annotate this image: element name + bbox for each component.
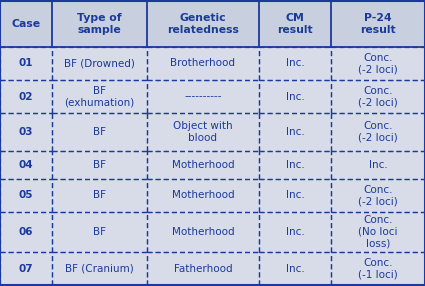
Text: Inc.: Inc. [286,92,304,102]
Bar [259,212,331,252]
Text: CM
result: CM result [277,13,313,35]
Bar [259,80,331,113]
Text: Conc.
(-2 loci): Conc. (-2 loci) [358,121,398,143]
Text: BF
(exhumation): BF (exhumation) [64,86,135,107]
Text: BF: BF [93,190,106,200]
Bar [331,1,425,47]
Bar [0,179,52,212]
Bar [52,1,147,47]
Text: Conc.
(-2 loci): Conc. (-2 loci) [358,185,398,206]
Text: BF (Cranium): BF (Cranium) [65,263,134,273]
Bar [331,80,425,113]
Text: BF: BF [93,227,106,237]
Text: Genetic
relatedness: Genetic relatedness [167,13,239,35]
Text: Fatherhood: Fatherhood [174,263,232,273]
Text: P-24
result: P-24 result [360,13,396,35]
Bar [259,151,331,179]
Bar [331,47,425,80]
Text: 06: 06 [19,227,33,237]
Text: Motherhood: Motherhood [172,160,234,170]
Bar [52,212,147,252]
Text: 01: 01 [19,59,33,69]
Bar [0,252,52,285]
Text: ----------: ---------- [184,92,222,102]
Bar [147,80,259,113]
Bar [147,47,259,80]
Text: 02: 02 [19,92,33,102]
Text: BF (Drowned): BF (Drowned) [64,59,135,69]
Text: Inc.: Inc. [286,227,304,237]
Text: Inc.: Inc. [368,160,387,170]
Bar [147,1,259,47]
Bar [147,113,259,151]
Bar [259,47,331,80]
Bar [259,113,331,151]
Bar [52,80,147,113]
Bar [259,252,331,285]
Text: Conc.
(-1 loci): Conc. (-1 loci) [358,258,398,279]
Bar [52,47,147,80]
Bar [0,113,52,151]
Text: Motherhood: Motherhood [172,227,234,237]
Bar [331,212,425,252]
Bar [331,151,425,179]
Bar [259,179,331,212]
Bar [52,151,147,179]
Text: Brotherhood: Brotherhood [170,59,235,69]
Text: Motherhood: Motherhood [172,190,234,200]
Bar [52,179,147,212]
Bar [0,212,52,252]
Bar [0,151,52,179]
Text: 05: 05 [19,190,33,200]
Text: Conc.
(-2 loci): Conc. (-2 loci) [358,86,398,107]
Bar [259,1,331,47]
Bar [52,113,147,151]
Text: Inc.: Inc. [286,160,304,170]
Text: 04: 04 [19,160,33,170]
Bar [0,80,52,113]
Bar [331,179,425,212]
Text: 07: 07 [19,263,33,273]
Text: Inc.: Inc. [286,59,304,69]
Text: Inc.: Inc. [286,127,304,137]
Text: BF: BF [93,160,106,170]
Bar [52,252,147,285]
Bar [0,47,52,80]
Bar [0,1,425,47]
Text: Object with
blood: Object with blood [173,121,233,143]
Bar [147,212,259,252]
Text: 03: 03 [19,127,33,137]
Bar [331,113,425,151]
Text: Inc.: Inc. [286,190,304,200]
Bar [0,1,52,47]
Bar [147,179,259,212]
Text: Case: Case [11,19,40,29]
Text: Conc.
(-2 loci): Conc. (-2 loci) [358,53,398,74]
Text: BF: BF [93,127,106,137]
Bar [147,151,259,179]
Text: Type of
sample: Type of sample [77,13,122,35]
Bar [147,252,259,285]
Bar [331,252,425,285]
Text: Conc.
(No loci
loss): Conc. (No loci loss) [358,215,398,249]
Text: Inc.: Inc. [286,263,304,273]
